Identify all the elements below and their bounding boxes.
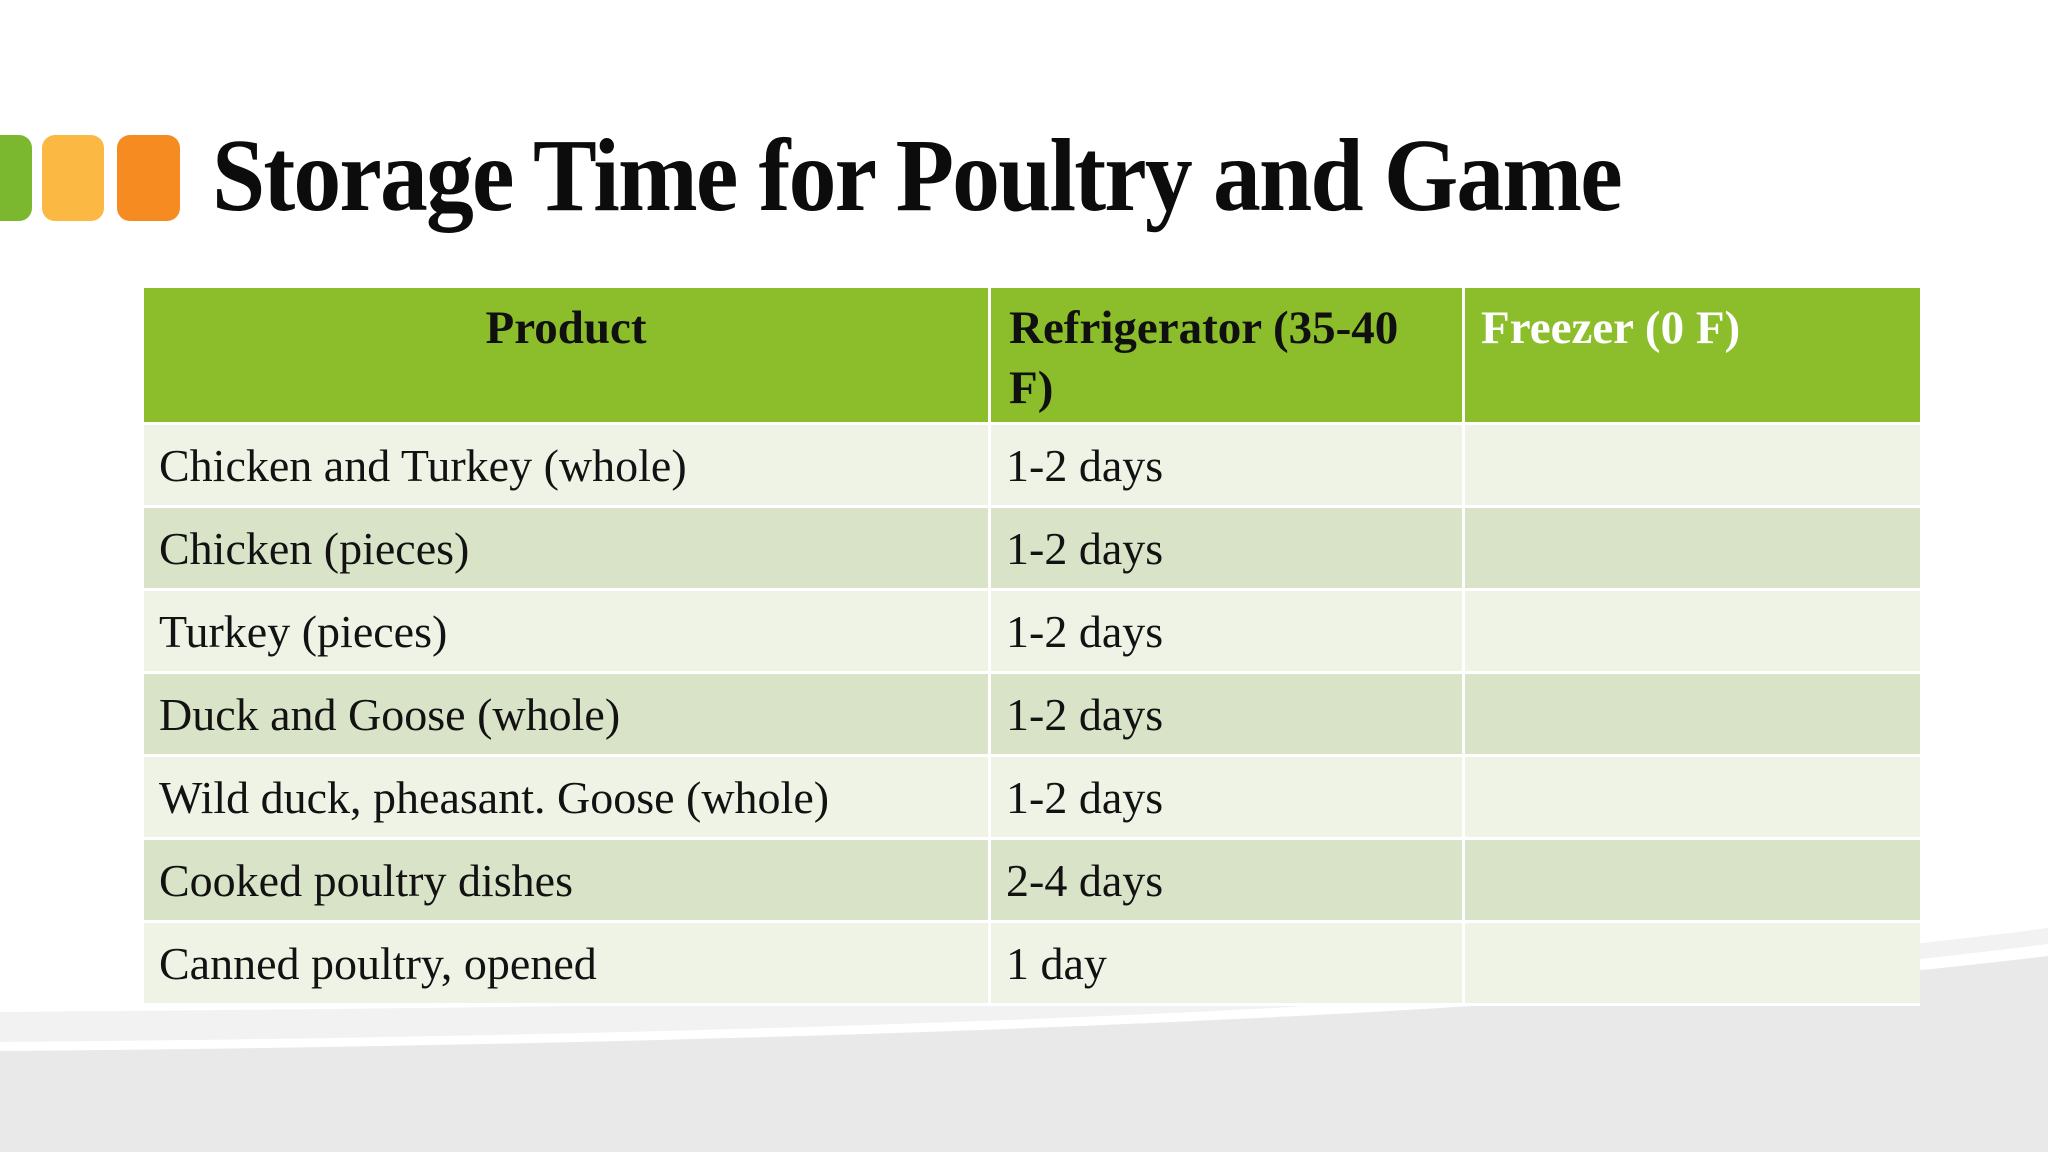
refrigerator-cell: 1 day	[988, 923, 1462, 1006]
table-row: Wild duck, pheasant. Goose (whole) 1-2 d…	[144, 757, 1920, 840]
product-cell: Canned poultry, opened	[144, 923, 988, 1006]
refrigerator-cell: 2-4 days	[988, 840, 1462, 923]
slide-title: Storage Time for Poultry and Game	[212, 118, 1623, 233]
header-cell-freezer: Freezer (0 F)	[1462, 288, 1920, 425]
product-cell: Turkey (pieces)	[144, 591, 988, 674]
decor-green-square	[0, 135, 32, 221]
product-cell: Duck and Goose (whole)	[144, 674, 988, 757]
storage-table: Product Refrigerator (35-40 F) Freezer (…	[144, 288, 1920, 1006]
table-row: Cooked poultry dishes 2-4 days	[144, 840, 1920, 923]
refrigerator-cell: 1-2 days	[988, 425, 1462, 508]
freezer-cell	[1462, 923, 1920, 1006]
product-cell: Chicken (pieces)	[144, 508, 988, 591]
table-row: Canned poultry, opened 1 day	[144, 923, 1920, 1006]
table-row: Chicken and Turkey (whole) 1-2 days	[144, 425, 1920, 508]
freezer-cell	[1462, 425, 1920, 508]
product-cell: Cooked poultry dishes	[144, 840, 988, 923]
product-cell: Chicken and Turkey (whole)	[144, 425, 988, 508]
refrigerator-cell: 1-2 days	[988, 674, 1462, 757]
header-cell-product: Product	[144, 288, 988, 425]
freezer-cell	[1462, 674, 1920, 757]
header-cell-refrigerator: Refrigerator (35-40 F)	[988, 288, 1462, 425]
product-cell: Wild duck, pheasant. Goose (whole)	[144, 757, 988, 840]
decor-orange-square	[117, 135, 180, 221]
freezer-cell	[1462, 757, 1920, 840]
freezer-cell	[1462, 508, 1920, 591]
table-header-row: Product Refrigerator (35-40 F) Freezer (…	[144, 288, 1920, 425]
header-refrigerator-label: Refrigerator (35-40 F)	[1009, 302, 1399, 415]
table-row: Duck and Goose (whole) 1-2 days	[144, 674, 1920, 757]
table-row: Turkey (pieces) 1-2 days	[144, 591, 1920, 674]
decor-amber-square	[42, 135, 104, 221]
freezer-cell	[1462, 591, 1920, 674]
freezer-cell	[1462, 840, 1920, 923]
table-row: Chicken (pieces) 1-2 days	[144, 508, 1920, 591]
refrigerator-cell: 1-2 days	[988, 508, 1462, 591]
refrigerator-cell: 1-2 days	[988, 757, 1462, 840]
header-product-label: Product	[485, 302, 647, 354]
header-freezer-label: Freezer (0 F)	[1481, 302, 1741, 354]
refrigerator-cell: 1-2 days	[988, 591, 1462, 674]
